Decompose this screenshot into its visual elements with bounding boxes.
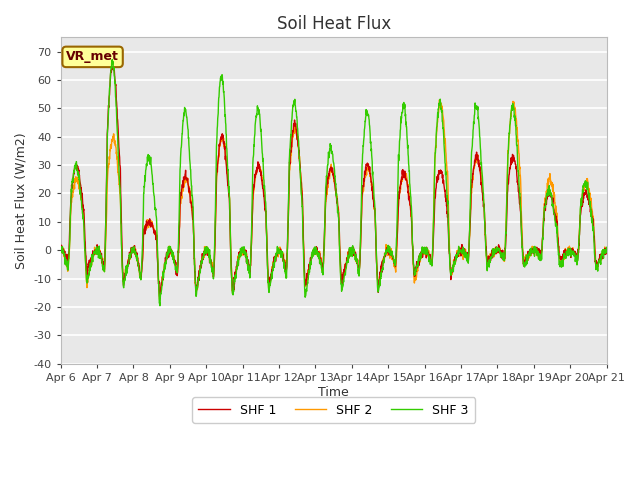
- Line: SHF 1: SHF 1: [61, 65, 607, 299]
- Y-axis label: Soil Heat Flux (W/m2): Soil Heat Flux (W/m2): [15, 132, 28, 269]
- Text: VR_met: VR_met: [66, 50, 119, 63]
- X-axis label: Time: Time: [318, 385, 349, 398]
- SHF 1: [156, 296, 164, 301]
- SHF 2: [349, 248, 357, 253]
- SHF 2: [493, 251, 500, 256]
- SHF 3: [156, 303, 164, 309]
- Line: SHF 2: SHF 2: [61, 100, 607, 300]
- SHF 1: [555, 244, 563, 250]
- SHF 1: [57, 243, 65, 249]
- SHF 3: [209, 276, 217, 282]
- SHF 2: [362, 174, 369, 180]
- SHF 2: [555, 248, 563, 253]
- SHF 3: [570, 253, 578, 259]
- SHF 1: [362, 165, 369, 170]
- SHF 3: [362, 114, 369, 120]
- SHF 1: [350, 252, 358, 258]
- Title: Soil Heat Flux: Soil Heat Flux: [276, 15, 391, 33]
- SHF 3: [57, 246, 65, 252]
- SHF 3: [555, 250, 563, 256]
- SHF 2: [603, 248, 611, 253]
- Legend: SHF 1, SHF 2, SHF 3: SHF 1, SHF 2, SHF 3: [192, 397, 475, 423]
- SHF 2: [57, 249, 65, 255]
- SHF 3: [108, 57, 116, 62]
- SHF 2: [156, 297, 163, 302]
- SHF 2: [570, 252, 578, 258]
- SHF 1: [209, 274, 217, 280]
- SHF 2: [209, 267, 217, 273]
- SHF 1: [493, 249, 500, 255]
- SHF 1: [570, 249, 578, 254]
- SHF 1: [108, 62, 116, 68]
- SHF 1: [603, 251, 611, 256]
- SHF 3: [350, 251, 358, 256]
- SHF 2: [436, 97, 444, 103]
- SHF 3: [493, 244, 500, 250]
- Line: SHF 3: SHF 3: [61, 60, 607, 306]
- SHF 3: [603, 244, 611, 250]
